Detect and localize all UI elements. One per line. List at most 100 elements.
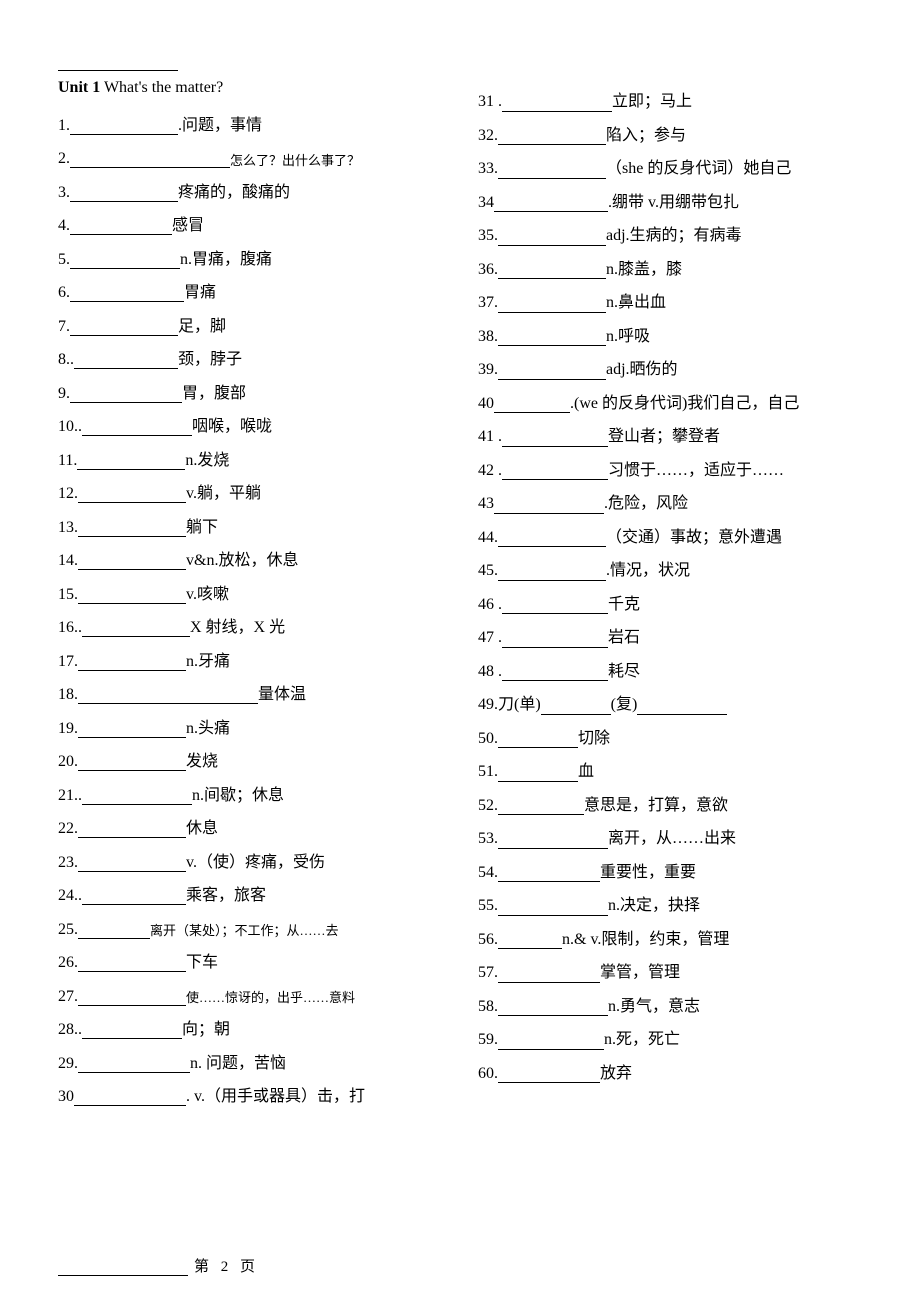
- vocab-row: 13.躺下: [58, 503, 442, 537]
- fill-blank[interactable]: [498, 731, 578, 748]
- fill-blank[interactable]: [78, 754, 186, 771]
- fill-blank[interactable]: [82, 788, 192, 805]
- item-number: 35.: [478, 226, 498, 245]
- item-number: 50.: [478, 729, 498, 748]
- item-number: 16..: [58, 618, 82, 637]
- fill-blank[interactable]: [70, 386, 182, 403]
- item-number: 42 .: [478, 461, 502, 480]
- fill-blank[interactable]: [502, 95, 612, 112]
- fill-blank[interactable]: [498, 932, 562, 949]
- item-definition: n.& v.限制，约束，管理: [562, 930, 729, 949]
- item-definition: 颈，脖子: [178, 350, 242, 369]
- item-number: 24..: [58, 886, 82, 905]
- fill-blank[interactable]: [494, 497, 604, 514]
- fill-blank[interactable]: [74, 352, 178, 369]
- vocab-row: 25. 离开（某处）；不工作；从……去: [58, 905, 442, 939]
- fill-blank[interactable]: [70, 319, 178, 336]
- fill-blank[interactable]: [78, 687, 180, 704]
- fill-blank[interactable]: [498, 329, 606, 346]
- fill-blank[interactable]: [180, 687, 258, 704]
- fill-blank[interactable]: [498, 832, 608, 849]
- fill-blank[interactable]: [78, 922, 150, 939]
- item-number: 44.: [478, 528, 498, 547]
- fill-blank[interactable]: [78, 821, 186, 838]
- vocab-row: 54. 重要性，重要: [478, 849, 862, 883]
- fill-blank[interactable]: [78, 955, 186, 972]
- fill-blank[interactable]: [168, 151, 230, 168]
- fill-blank[interactable]: [78, 1056, 190, 1073]
- vocab-row: 42 .习惯于……，适应于……: [478, 447, 862, 481]
- fill-blank[interactable]: [498, 564, 606, 581]
- fill-blank[interactable]: [498, 966, 600, 983]
- fill-blank[interactable]: [541, 698, 611, 715]
- fill-blank[interactable]: [494, 195, 608, 212]
- fill-blank[interactable]: [498, 162, 606, 179]
- fill-blank[interactable]: [498, 798, 584, 815]
- fill-blank[interactable]: [70, 185, 178, 202]
- fill-blank[interactable]: [498, 865, 600, 882]
- fill-blank[interactable]: [70, 252, 180, 269]
- item-definition: 耗尽: [608, 662, 640, 681]
- fill-blank[interactable]: [498, 229, 606, 246]
- fill-blank[interactable]: [498, 999, 608, 1016]
- fill-blank[interactable]: [502, 463, 608, 480]
- fill-blank[interactable]: [78, 654, 186, 671]
- fill-blank[interactable]: [498, 1033, 604, 1050]
- item-definition: 陷入；参与: [606, 126, 686, 145]
- fill-blank[interactable]: [77, 453, 185, 470]
- item-definition: n.勇气，意志: [608, 997, 700, 1016]
- fill-blank[interactable]: [498, 530, 606, 547]
- fill-blank[interactable]: [78, 486, 186, 503]
- fill-blank[interactable]: [82, 1022, 182, 1039]
- item-definition: 切除: [578, 729, 610, 748]
- item-number: 31 .: [478, 92, 502, 111]
- fill-blank[interactable]: [78, 855, 186, 872]
- vocab-row: 15. v.咳嗽: [58, 570, 442, 604]
- vocab-row: 36.n.膝盖，膝: [478, 246, 862, 280]
- fill-blank[interactable]: [498, 899, 608, 916]
- item-number: 6.: [58, 283, 70, 302]
- item-definition: . v.（用手或器具）击，打: [186, 1087, 365, 1106]
- fill-blank[interactable]: [78, 721, 186, 738]
- fill-blank[interactable]: [82, 620, 190, 637]
- fill-blank[interactable]: [502, 664, 608, 681]
- footer-page-number: 第 2 页: [194, 1258, 259, 1276]
- fill-blank[interactable]: [78, 587, 186, 604]
- item-number: 20.: [58, 752, 78, 771]
- item-number: 59.: [478, 1030, 498, 1049]
- item-definition: 下车: [186, 953, 218, 972]
- item-definition: n.死，死亡: [604, 1030, 680, 1049]
- item-definition: 放弃: [600, 1064, 632, 1083]
- fill-blank[interactable]: [502, 430, 608, 447]
- fill-blank[interactable]: [637, 698, 727, 715]
- fill-blank[interactable]: [70, 285, 184, 302]
- fill-blank[interactable]: [70, 218, 172, 235]
- item-definition: 咽喉，喉咙: [192, 417, 272, 436]
- fill-blank[interactable]: [498, 262, 606, 279]
- page-title: What's the matter?: [100, 79, 223, 96]
- vocab-row: 21.. n.间歇；休息: [58, 771, 442, 805]
- fill-blank[interactable]: [498, 1066, 600, 1083]
- fill-blank[interactable]: [70, 118, 178, 135]
- fill-blank[interactable]: [498, 296, 606, 313]
- fill-blank[interactable]: [78, 989, 186, 1006]
- item-number: 53.: [478, 829, 498, 848]
- item-number: 37.: [478, 293, 498, 312]
- fill-blank[interactable]: [70, 151, 168, 168]
- item-definition: 足，脚: [178, 317, 226, 336]
- fill-blank[interactable]: [82, 419, 192, 436]
- fill-blank[interactable]: [74, 1089, 186, 1106]
- fill-blank[interactable]: [498, 128, 606, 145]
- item-number: 30: [58, 1087, 74, 1106]
- fill-blank[interactable]: [494, 396, 570, 413]
- fill-blank[interactable]: [502, 597, 608, 614]
- fill-blank[interactable]: [502, 631, 608, 648]
- fill-blank[interactable]: [82, 888, 186, 905]
- item-definition: n.牙痛: [186, 652, 230, 671]
- fill-blank[interactable]: [498, 363, 606, 380]
- fill-blank[interactable]: [78, 553, 186, 570]
- item-definition: n.鼻出血: [606, 293, 666, 312]
- fill-blank[interactable]: [78, 520, 186, 537]
- vocab-row: 53. 离开，从……出来: [478, 815, 862, 849]
- fill-blank[interactable]: [498, 765, 578, 782]
